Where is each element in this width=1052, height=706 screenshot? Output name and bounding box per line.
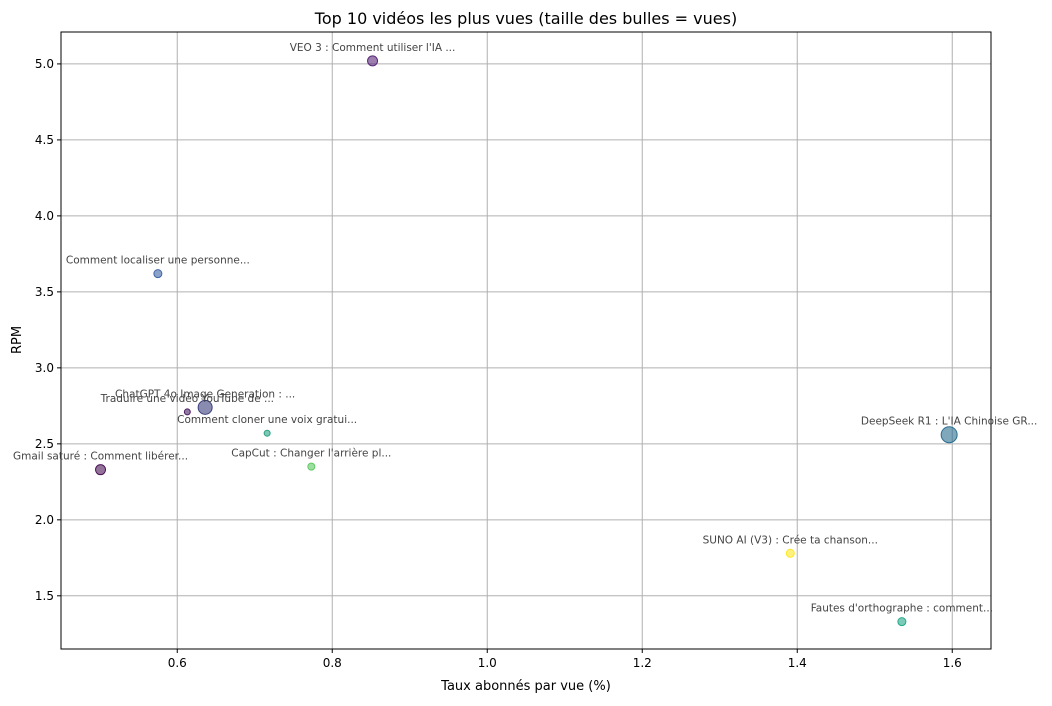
data-point [785,548,795,558]
point-label: Comment cloner une voix gratui... [177,414,357,426]
data-point [197,399,213,415]
point-label: VEO 3 : Comment utiliser l'IA ... [290,42,456,54]
data-point [263,429,271,437]
y-tick-label: 4.5 [35,133,54,147]
point-label: Traduire une vidéo YouTube de ... [100,393,274,405]
y-tick-label: 1.5 [35,589,54,603]
point-label: Fautes d'orthographe : comment... [811,603,993,615]
point-label: Comment localiser une personne... [66,255,250,267]
data-point [183,408,191,416]
y-tick-label: 4.0 [35,209,54,223]
y-tick-label: 5.0 [35,57,54,71]
point-label: SUNO AI (V3) : Crée ta chanson... [703,534,878,546]
x-tick-label: 1.4 [788,656,807,670]
point-label: DeepSeek R1 : L'IA Chinoise GR... [861,416,1037,428]
x-tick-label: 1.0 [478,656,497,670]
data-point [897,617,907,627]
labels-layer: VEO 3 : Comment utiliser l'IA ... Comment… [13,42,1037,615]
points-layer [95,55,958,627]
point-label: Gmail saturé : Comment libérer... [13,451,188,463]
x-axis-label: Taux abonnés par vue (%) [440,679,611,694]
y-tick-label: 3.0 [35,361,54,375]
y-axis-label: RPM [10,326,25,354]
x-tick-label: 0.8 [323,656,342,670]
y-tick-label: 2.0 [35,513,54,527]
ticks-layer: 0.6 0.8 1.0 1.2 1.4 1.6 1.5 2.0 2.5 3.0 3.5 4.0 4.5 5… [35,57,962,670]
data-point [940,426,958,444]
y-tick-label: 2.5 [35,437,54,451]
point-label: CapCut : Changer l'arrière pl... [231,448,391,460]
chart-title: Top 10 vidéos les plus vues (taille des … [314,9,737,28]
x-tick-label: 0.6 [168,656,187,670]
data-point [367,55,379,67]
x-tick-label: 1.2 [633,656,652,670]
data-point [153,269,163,279]
x-tick-label: 1.6 [943,656,962,670]
plot-frame [60,31,992,650]
point-label: ChatGPT 4o Image Generation : ... [115,388,295,400]
data-point [95,464,107,476]
data-point [307,462,316,471]
y-tick-label: 3.5 [35,285,54,299]
grid-layer [61,32,991,649]
